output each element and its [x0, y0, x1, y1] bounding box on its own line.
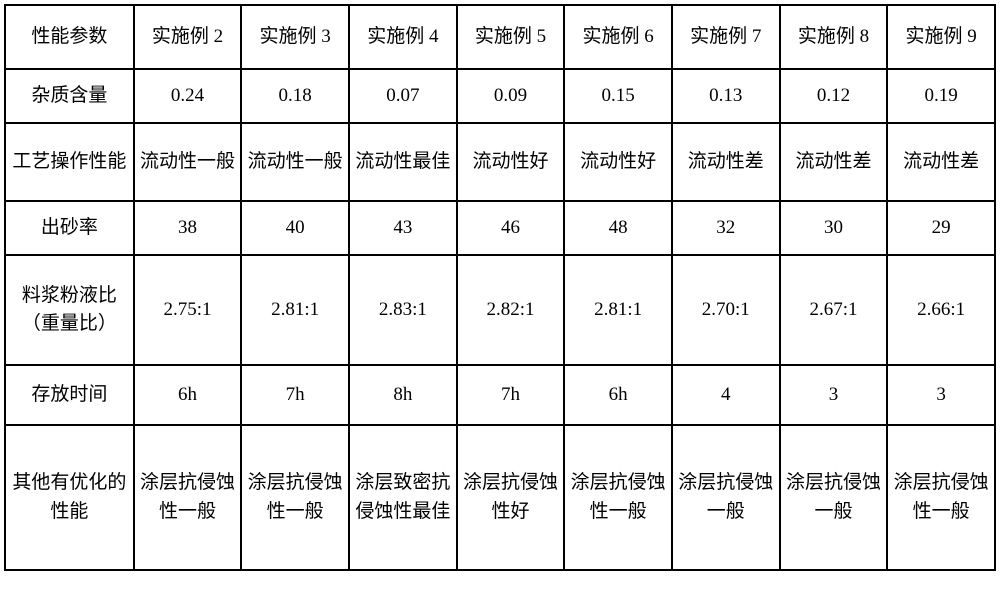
data-cell: 流动性最佳	[349, 123, 457, 201]
header-cell: 实施例 7	[672, 5, 780, 69]
data-cell: 0.24	[134, 69, 242, 123]
data-cell: 48	[564, 201, 672, 255]
data-cell: 流动性一般	[134, 123, 242, 201]
table-row: 其他有优化的性能 涂层抗侵蚀性一般 涂层抗侵蚀性一般 涂层致密抗侵蚀性最佳 涂层…	[5, 425, 995, 570]
data-cell: 0.18	[241, 69, 349, 123]
header-cell: 实施例 2	[134, 5, 242, 69]
data-cell: 43	[349, 201, 457, 255]
data-cell: 2.81:1	[564, 255, 672, 365]
data-cell: 3	[887, 365, 995, 425]
data-cell: 0.07	[349, 69, 457, 123]
data-cell: 6h	[564, 365, 672, 425]
data-cell: 流动性好	[457, 123, 565, 201]
data-cell: 30	[780, 201, 888, 255]
data-cell: 2.82:1	[457, 255, 565, 365]
table-row: 存放时间 6h 7h 8h 7h 6h 4 3 3	[5, 365, 995, 425]
header-cell: 实施例 5	[457, 5, 565, 69]
header-cell: 性能参数	[5, 5, 134, 69]
data-cell: 涂层抗侵蚀性一般	[134, 425, 242, 570]
performance-parameters-table: 性能参数 实施例 2 实施例 3 实施例 4 实施例 5 实施例 6 实施例 7…	[4, 4, 996, 571]
header-cell: 实施例 4	[349, 5, 457, 69]
table-row: 杂质含量 0.24 0.18 0.07 0.09 0.15 0.13 0.12 …	[5, 69, 995, 123]
data-cell: 流动性好	[564, 123, 672, 201]
data-cell: 流动性差	[672, 123, 780, 201]
data-cell: 0.09	[457, 69, 565, 123]
data-cell: 7h	[457, 365, 565, 425]
row-label-cell: 出砂率	[5, 201, 134, 255]
table-body: 性能参数 实施例 2 实施例 3 实施例 4 实施例 5 实施例 6 实施例 7…	[5, 5, 995, 570]
row-label-cell: 杂质含量	[5, 69, 134, 123]
data-cell: 7h	[241, 365, 349, 425]
data-cell: 2.81:1	[241, 255, 349, 365]
data-cell: 2.75:1	[134, 255, 242, 365]
data-cell: 涂层抗侵蚀性一般	[241, 425, 349, 570]
data-cell: 涂层抗侵蚀一般	[672, 425, 780, 570]
data-cell: 0.13	[672, 69, 780, 123]
data-cell: 2.83:1	[349, 255, 457, 365]
data-cell: 涂层抗侵蚀一般	[780, 425, 888, 570]
header-cell: 实施例 8	[780, 5, 888, 69]
data-cell: 2.70:1	[672, 255, 780, 365]
row-label-cell: 其他有优化的性能	[5, 425, 134, 570]
data-cell: 2.67:1	[780, 255, 888, 365]
table-row: 工艺操作性能 流动性一般 流动性一般 流动性最佳 流动性好 流动性好 流动性差 …	[5, 123, 995, 201]
table-row: 性能参数 实施例 2 实施例 3 实施例 4 实施例 5 实施例 6 实施例 7…	[5, 5, 995, 69]
data-cell: 40	[241, 201, 349, 255]
data-cell: 2.66:1	[887, 255, 995, 365]
data-cell: 涂层抗侵蚀性好	[457, 425, 565, 570]
header-cell: 实施例 3	[241, 5, 349, 69]
table-row: 出砂率 38 40 43 46 48 32 30 29	[5, 201, 995, 255]
row-label-cell: 工艺操作性能	[5, 123, 134, 201]
data-cell: 涂层致密抗侵蚀性最佳	[349, 425, 457, 570]
data-cell: 涂层抗侵蚀性一般	[564, 425, 672, 570]
data-cell: 涂层抗侵蚀性一般	[887, 425, 995, 570]
data-cell: 4	[672, 365, 780, 425]
data-cell: 3	[780, 365, 888, 425]
data-cell: 流动性差	[887, 123, 995, 201]
header-cell: 实施例 6	[564, 5, 672, 69]
data-cell: 32	[672, 201, 780, 255]
data-cell: 0.15	[564, 69, 672, 123]
data-cell: 38	[134, 201, 242, 255]
data-cell: 0.19	[887, 69, 995, 123]
data-cell: 29	[887, 201, 995, 255]
data-cell: 0.12	[780, 69, 888, 123]
data-cell: 46	[457, 201, 565, 255]
table-row: 料浆粉液比（重量比） 2.75:1 2.81:1 2.83:1 2.82:1 2…	[5, 255, 995, 365]
row-label-cell: 存放时间	[5, 365, 134, 425]
data-cell: 流动性差	[780, 123, 888, 201]
header-cell: 实施例 9	[887, 5, 995, 69]
data-cell: 流动性一般	[241, 123, 349, 201]
data-cell: 8h	[349, 365, 457, 425]
row-label-cell: 料浆粉液比（重量比）	[5, 255, 134, 365]
data-cell: 6h	[134, 365, 242, 425]
